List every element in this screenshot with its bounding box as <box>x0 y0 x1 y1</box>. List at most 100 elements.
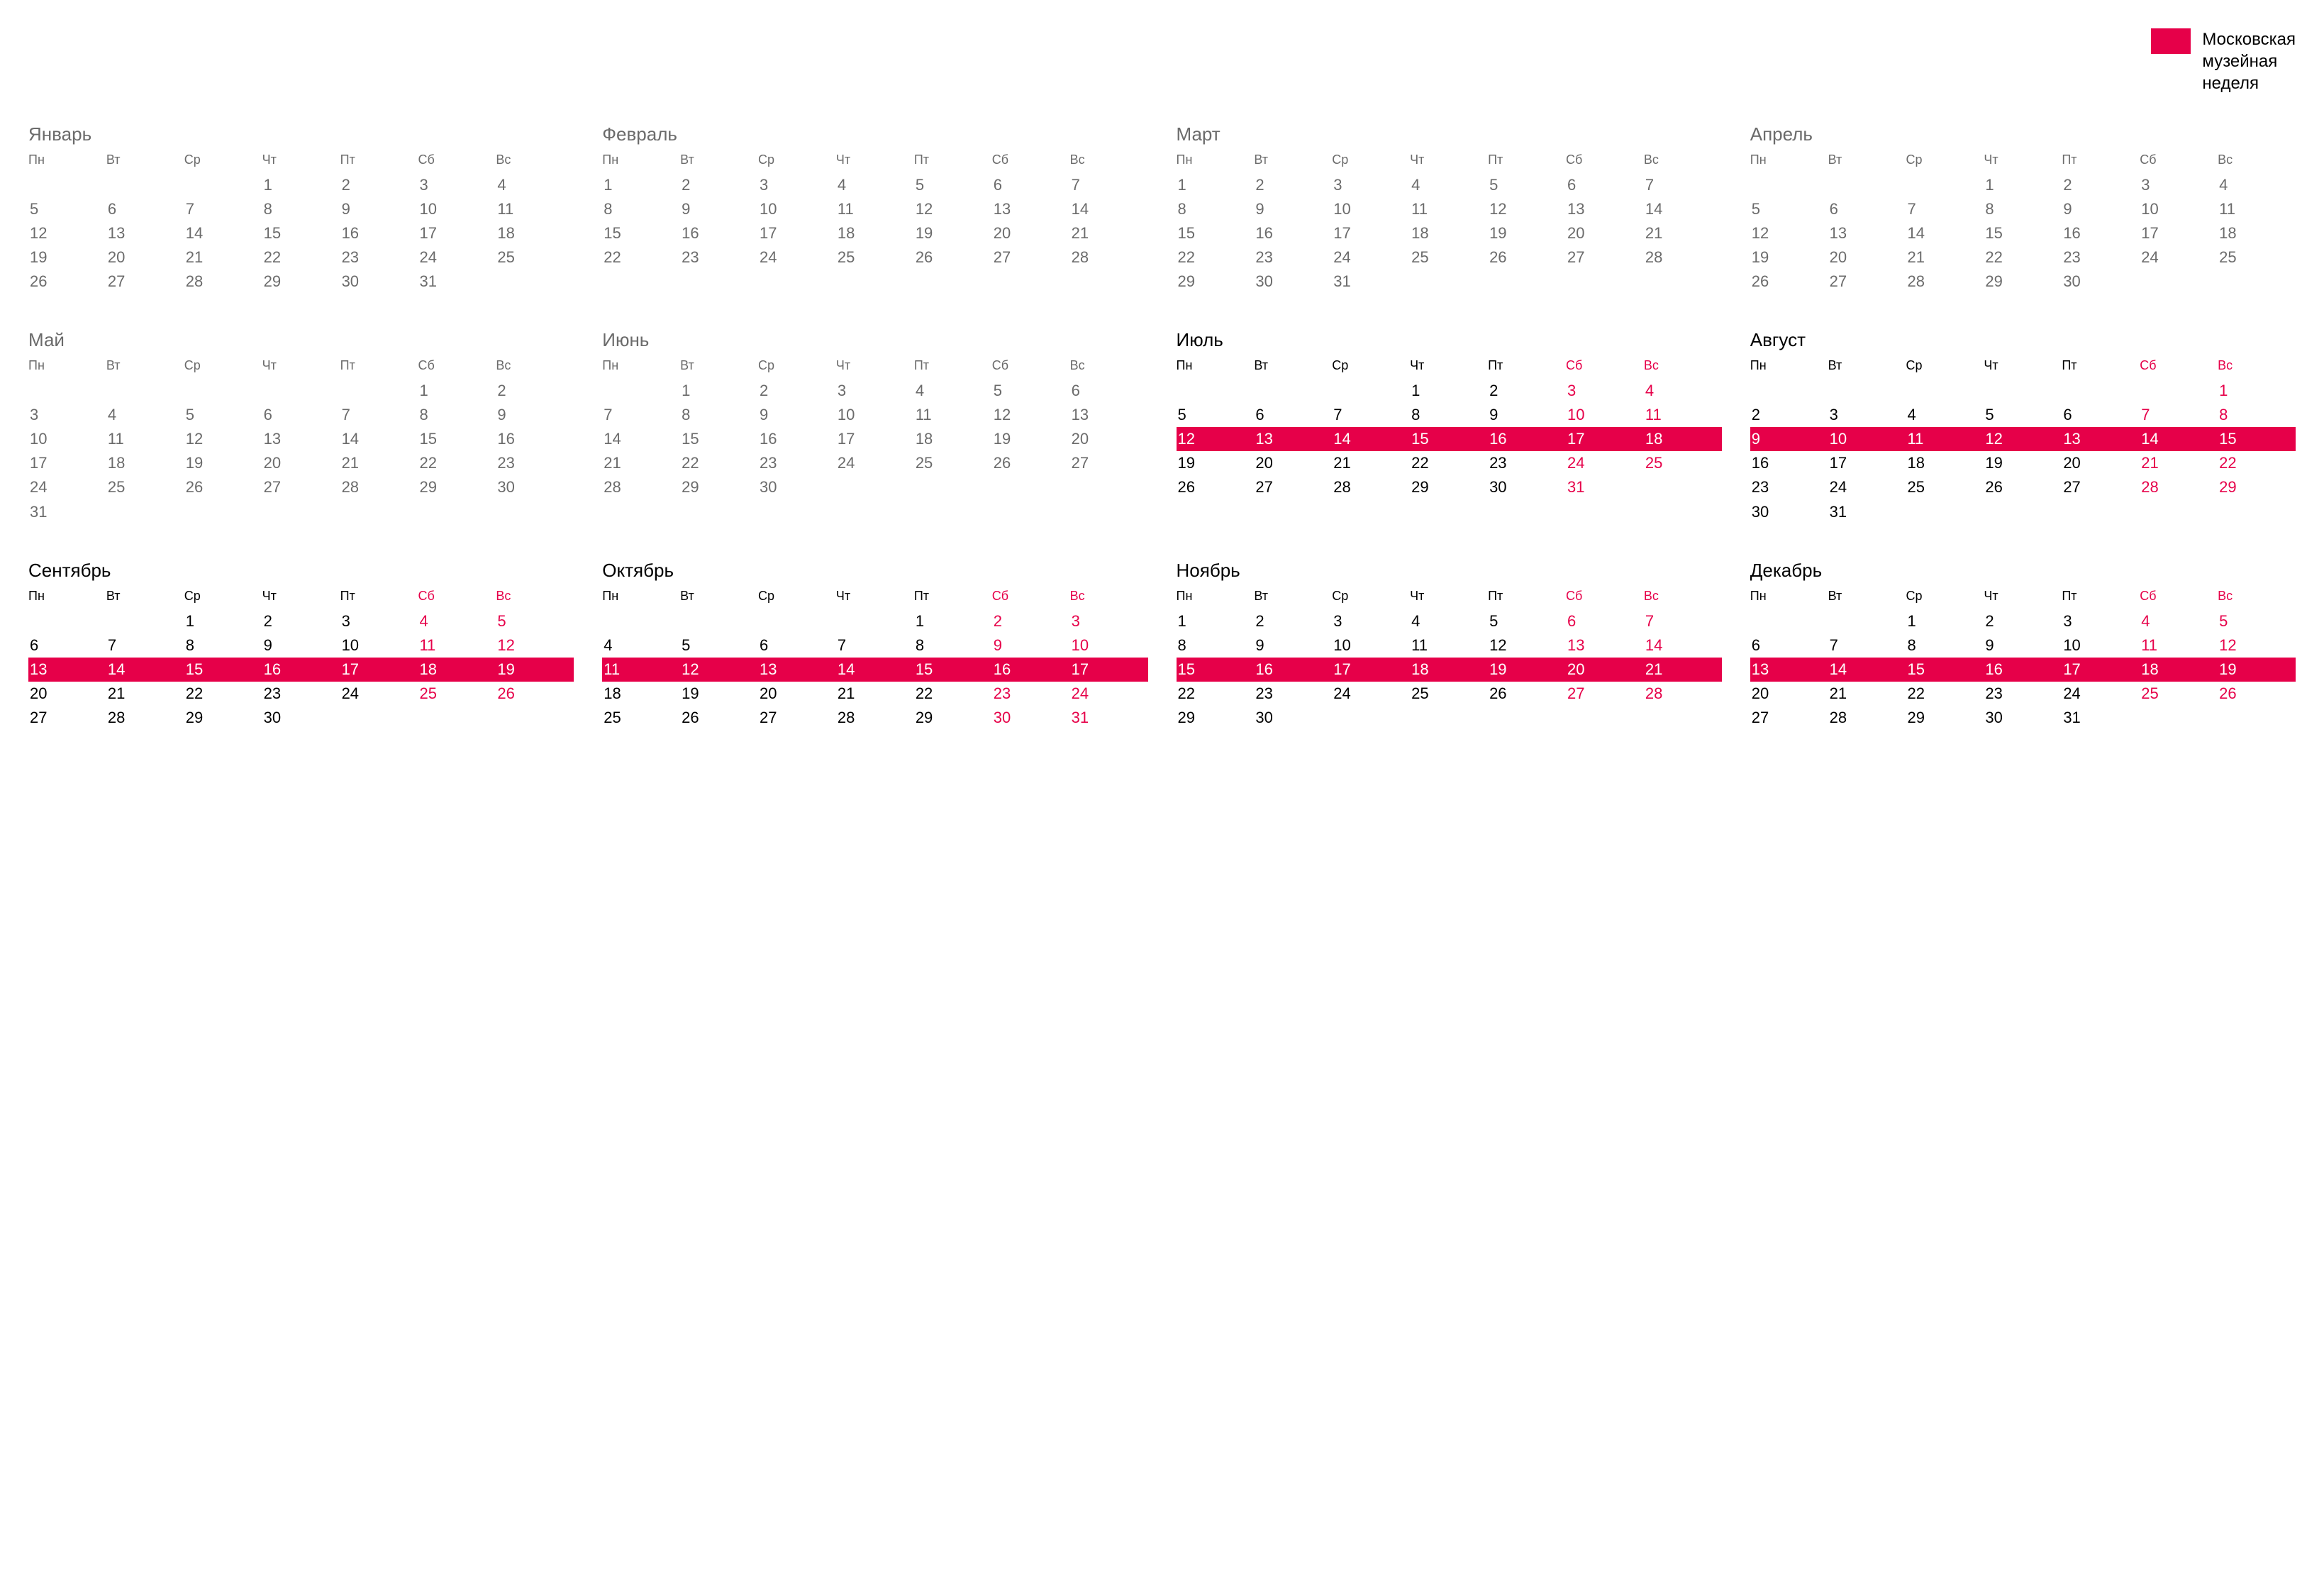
day-cell: 31 <box>1332 270 1410 294</box>
days-grid: 0001234567891011121314151617181920212223… <box>1750 173 2296 294</box>
days-grid: 0000123456789101112131415161718192021222… <box>602 609 1147 730</box>
month-block: ЯнварьПнВтСрЧтПтСбВс00012345678910111213… <box>28 123 574 294</box>
day-cell: 19 <box>680 682 758 706</box>
weekday-label: Ср <box>758 587 836 605</box>
day-cell: 22 <box>602 245 680 270</box>
day-cell: 20 <box>1566 221 1644 245</box>
day-cell: 6 <box>1750 633 1828 658</box>
day-cell: 23 <box>1750 475 1828 499</box>
weekday-label: Вс <box>496 151 574 169</box>
weekday-label: Чт <box>1984 151 2062 169</box>
day-cell: 23 <box>758 451 836 475</box>
day-highlighted: 15 <box>914 658 992 682</box>
day-highlighted: 16 <box>1984 658 2062 682</box>
day-cell: 22 <box>680 451 758 475</box>
day-cell: 22 <box>418 451 496 475</box>
day-cell: 25 <box>2140 682 2218 706</box>
weekday-label: Вс <box>1644 587 1722 605</box>
day-cell: 5 <box>1488 609 1566 633</box>
weekday-label: Ср <box>184 357 262 375</box>
weekday-row: ПнВтСрЧтПтСбВс <box>602 357 1147 375</box>
day-cell: 25 <box>418 682 496 706</box>
day-cell: 16 <box>758 427 836 451</box>
day-cell: 26 <box>680 706 758 730</box>
day-cell: 12 <box>1488 633 1566 658</box>
day-cell: 9 <box>1984 633 2062 658</box>
day-cell: 30 <box>1488 475 1566 499</box>
day-cell: 3 <box>1332 173 1410 197</box>
day-cell: 14 <box>1644 197 1722 221</box>
day-cell: 17 <box>758 221 836 245</box>
day-cell: 31 <box>1566 475 1644 499</box>
weekday-label: Сб <box>418 151 496 169</box>
day-cell: 8 <box>1177 633 1255 658</box>
day-cell: 19 <box>1984 451 2062 475</box>
weekday-label: Пн <box>1750 151 1828 169</box>
day-cell: 26 <box>1750 270 1828 294</box>
day-cell: 17 <box>1828 451 1906 475</box>
day-highlighted: 20 <box>1566 658 1644 682</box>
day-cell: 29 <box>680 475 758 499</box>
month-block: НоябрьПнВтСрЧтПтСбВс12345678910111213141… <box>1177 560 1722 730</box>
day-cell: 22 <box>1177 682 1255 706</box>
day-cell: 3 <box>1332 609 1410 633</box>
day-highlighted: 12 <box>1984 427 2062 451</box>
day-cell: 17 <box>28 451 106 475</box>
day-cell: 26 <box>1177 475 1255 499</box>
day-cell: 7 <box>2140 403 2218 427</box>
day-cell: 4 <box>602 633 680 658</box>
day-cell: 6 <box>106 197 184 221</box>
weekday-label: Вс <box>496 357 574 375</box>
day-highlighted: 14 <box>106 658 184 682</box>
day-cell: 20 <box>1750 682 1828 706</box>
day-cell: 6 <box>1828 197 1906 221</box>
day-cell: 21 <box>184 245 262 270</box>
day-cell: 11 <box>1410 633 1488 658</box>
weekday-label: Чт <box>836 587 914 605</box>
day-cell: 12 <box>914 197 992 221</box>
day-cell: 30 <box>758 475 836 499</box>
day-cell: 3 <box>1070 609 1148 633</box>
day-highlighted: 11 <box>602 658 680 682</box>
day-cell: 1 <box>262 173 340 197</box>
weekday-label: Чт <box>836 151 914 169</box>
weekday-row: ПнВтСрЧтПтСбВс <box>1177 587 1722 605</box>
day-cell: 27 <box>1828 270 1906 294</box>
weekday-label: Сб <box>1566 151 1644 169</box>
day-cell: 25 <box>1410 682 1488 706</box>
month-block: ИюньПнВтСрЧтПтСбВс0123456789101112131415… <box>602 329 1147 524</box>
day-cell: 7 <box>1644 173 1722 197</box>
day-cell: 21 <box>1332 451 1410 475</box>
day-cell: 2 <box>496 379 574 403</box>
day-cell: 16 <box>680 221 758 245</box>
day-cell: 29 <box>262 270 340 294</box>
day-cell: 8 <box>418 403 496 427</box>
day-cell: 1 <box>914 609 992 633</box>
day-cell: 30 <box>1254 270 1332 294</box>
day-cell: 10 <box>1332 633 1410 658</box>
month-name: Сентябрь <box>28 560 574 582</box>
month-block: ОктябрьПнВтСрЧтПтСбВс0000123456789101112… <box>602 560 1147 730</box>
day-cell: 13 <box>262 427 340 451</box>
day-cell: 12 <box>2218 633 2296 658</box>
day-highlighted: 17 <box>1070 658 1148 682</box>
month-block: СентябрьПнВтСрЧтПтСбВс001234567891011121… <box>28 560 574 730</box>
weekday-label: Сб <box>2140 151 2218 169</box>
day-highlighted: 19 <box>496 658 574 682</box>
month-block: ИюльПнВтСрЧтПтСбВс0001234567891011121314… <box>1177 329 1722 524</box>
day-cell: 3 <box>2062 609 2140 633</box>
day-cell: 24 <box>1566 451 1644 475</box>
day-cell: 23 <box>2062 245 2140 270</box>
day-highlighted: 15 <box>1410 427 1488 451</box>
day-cell: 19 <box>1488 221 1566 245</box>
weekday-label: Чт <box>262 587 340 605</box>
day-cell: 9 <box>262 633 340 658</box>
day-cell: 9 <box>496 403 574 427</box>
day-cell: 14 <box>184 221 262 245</box>
day-cell: 7 <box>1332 403 1410 427</box>
weekday-label: Вт <box>1254 151 1332 169</box>
day-cell: 8 <box>914 633 992 658</box>
day-cell: 30 <box>340 270 418 294</box>
day-cell: 14 <box>1644 633 1722 658</box>
day-cell: 19 <box>1177 451 1255 475</box>
